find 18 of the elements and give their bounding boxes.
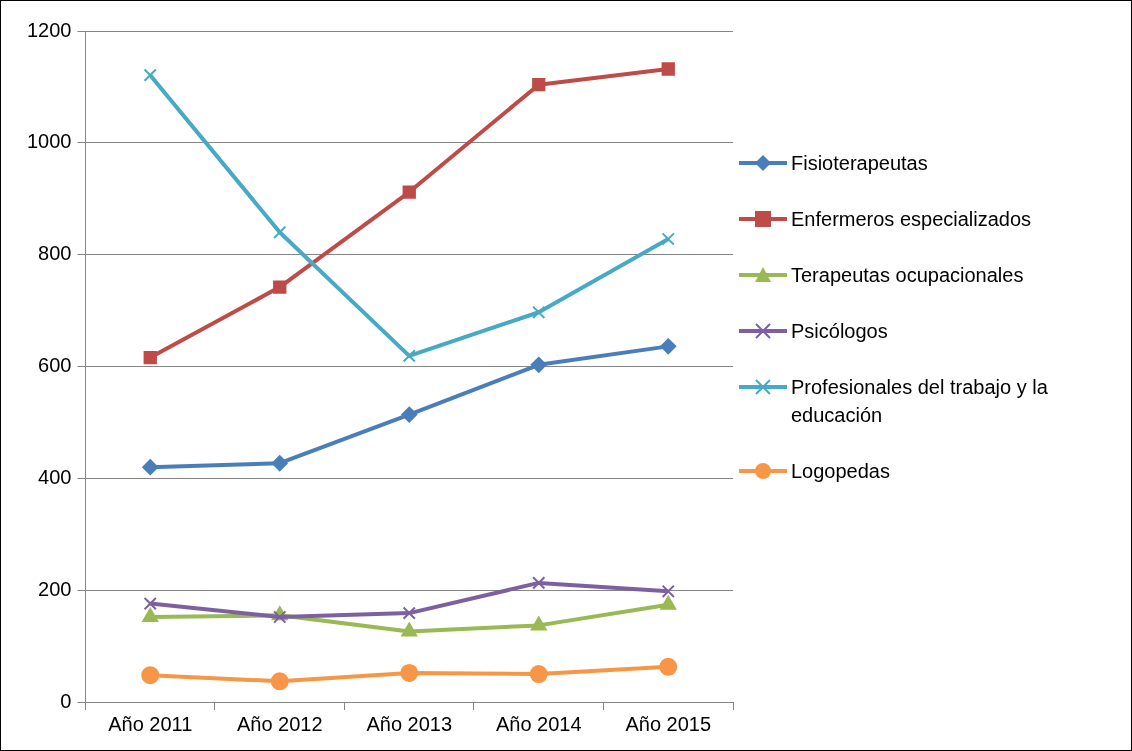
x-tick-label: Año 2013 [366, 712, 453, 735]
y-tick-label: 1200 [26, 18, 72, 41]
y-tick-label: 0 [60, 689, 72, 712]
y-tick-label: 600 [38, 354, 72, 377]
y-tick-label: 200 [38, 577, 72, 600]
y-tick-label: 800 [38, 242, 72, 265]
x-tick-label: Año 2011 [108, 712, 193, 735]
legend-label: Psicólogos [791, 319, 888, 344]
y-tick-label: 1000 [26, 130, 72, 153]
legend-label: Profesionales del trabajo y la educación [791, 375, 1049, 428]
x-tick-label: Año 2015 [625, 712, 712, 735]
legend-label: Enfermeros especializados [791, 207, 1032, 232]
y-tick-label: 400 [38, 465, 72, 488]
x-tick-label: Año 2012 [236, 712, 323, 735]
x-tick-label: Año 2014 [495, 712, 582, 735]
legend-label: Terapeutas ocupacionales [791, 263, 1024, 288]
legend-label: Fisioterapeutas [791, 151, 928, 176]
legend-label: Logopedas [791, 459, 890, 484]
